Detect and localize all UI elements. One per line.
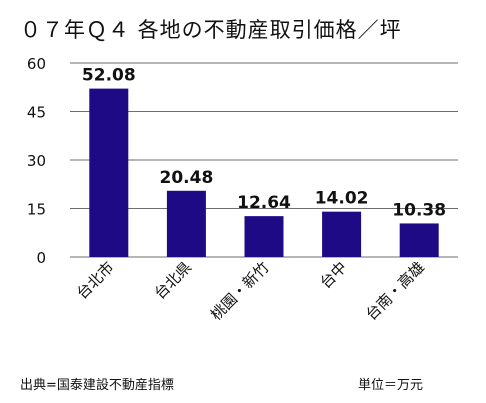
y-tick-label: 60 bbox=[27, 55, 46, 73]
bars bbox=[89, 88, 439, 257]
value-label: 14.02 bbox=[315, 189, 369, 209]
x-axis-labels: 台北市 台北県 桃園・新竹 台中 台南・高雄 bbox=[73, 258, 428, 324]
value-label: 20.48 bbox=[160, 168, 214, 188]
bar bbox=[244, 216, 284, 257]
category-label: 桃園・新竹 bbox=[207, 258, 273, 324]
y-tick-label: 15 bbox=[27, 201, 46, 219]
unit-note: 単位＝万元 bbox=[358, 378, 424, 393]
bar bbox=[399, 223, 439, 257]
bar bbox=[89, 88, 129, 257]
gridlines bbox=[70, 62, 458, 258]
category-label: 台中 bbox=[316, 258, 350, 292]
y-axis-ticks: 0 15 30 45 60 bbox=[27, 55, 46, 267]
y-tick-label: 45 bbox=[27, 104, 46, 122]
source-note: 出典=国泰建設不動産指標 bbox=[20, 378, 174, 393]
bar bbox=[166, 190, 206, 257]
value-label: 52.08 bbox=[82, 66, 136, 86]
category-label: 台南・高雄 bbox=[362, 258, 428, 324]
y-tick-label: 30 bbox=[27, 152, 46, 170]
value-labels: 52.08 20.48 12.64 14.02 10.38 bbox=[82, 66, 446, 221]
bar bbox=[322, 211, 362, 257]
value-label: 10.38 bbox=[392, 200, 446, 220]
category-label: 台北市 bbox=[73, 258, 118, 303]
chart-title: ０７年Ｑ４ 各地の不動産取引価格／坪 bbox=[20, 18, 402, 42]
category-label: 台北県 bbox=[151, 258, 196, 303]
value-label: 12.64 bbox=[237, 193, 291, 213]
y-tick-label: 0 bbox=[36, 249, 46, 267]
